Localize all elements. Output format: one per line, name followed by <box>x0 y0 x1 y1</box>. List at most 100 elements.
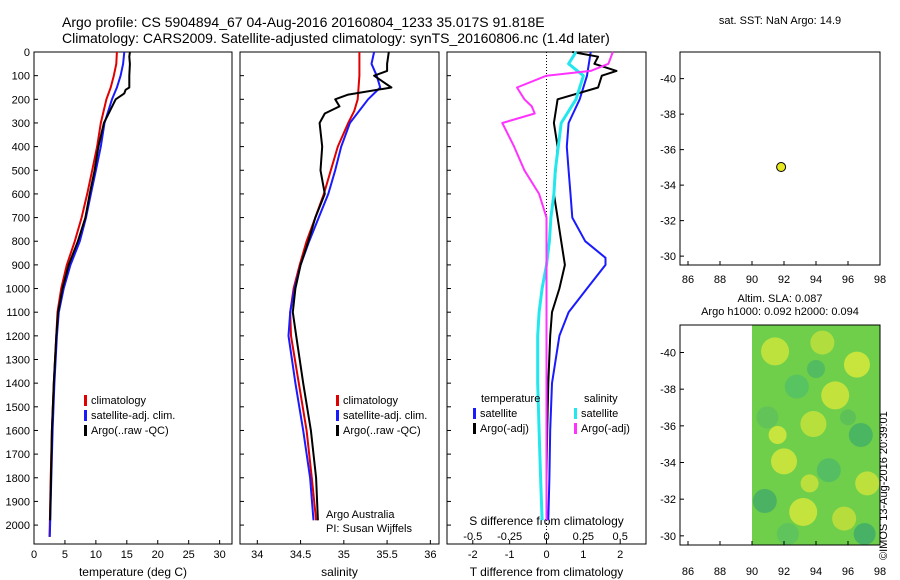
depth-tick-label: 800 <box>12 236 30 248</box>
climatology-title: Climatology: CARS2009. Satellite-adjuste… <box>62 30 610 46</box>
temperature-difference-x-tick-label: -1 <box>505 549 515 561</box>
depth-tick-label: 1400 <box>6 378 30 390</box>
sst-map-title: sat. SST: NaN Argo: 14.9 <box>719 15 841 27</box>
sst-map-x-tick-label: 86 <box>682 274 694 286</box>
sst-map-y-tick-label: -30 <box>660 251 676 263</box>
sst-map-x-tick-label: 94 <box>810 274 822 286</box>
argo-float-marker <box>776 162 787 173</box>
sla-map-frame <box>679 324 881 546</box>
sla-heatmap-cell <box>807 360 825 378</box>
sla-heatmap-cell <box>810 330 835 355</box>
salinity-difference-tick-label: 0.5 <box>613 531 628 543</box>
sst-map-y-tick-label: -40 <box>660 74 676 86</box>
depth-tick-label: 1500 <box>6 402 30 414</box>
sla-map-x-tick-label: 94 <box>810 566 822 578</box>
argo-australia-label: Argo Australia <box>326 509 395 521</box>
depth-tick-label: 1800 <box>6 473 30 485</box>
salinity-series-line <box>289 52 361 521</box>
sla-map-x-tick-label: 96 <box>842 566 854 578</box>
sla-map-x-tick-label: 88 <box>714 566 726 578</box>
temperature-difference-x-tick-label: 2 <box>617 549 623 561</box>
sla-heatmap-cell <box>761 337 790 366</box>
difference-legend-salinity-argo-swatch <box>574 423 577 434</box>
sla-heatmap-cell <box>768 426 787 444</box>
salinity-legend-label: climatology <box>343 395 399 407</box>
temperature-series-line <box>49 51 131 521</box>
difference-series-line <box>501 51 614 521</box>
sla-heatmap-cell <box>840 409 856 426</box>
sla-map-x-tick-label: 86 <box>682 566 694 578</box>
salinity-axis-label: salinity <box>321 565 358 579</box>
depth-tick-label: 1600 <box>6 425 30 437</box>
temperature-legend-label: climatology <box>91 395 147 407</box>
temperature-legend-swatch <box>84 395 87 406</box>
difference-legend-salinity-argo-label: Argo(-adj) <box>581 423 630 435</box>
sst-map-y-tick-label: -38 <box>660 109 676 121</box>
salinity-difference-tick-label: -0.5 <box>463 531 482 543</box>
salinity-series-line <box>291 51 393 521</box>
sla-heatmap-cell <box>855 471 880 496</box>
temperature-legend-swatch <box>84 425 87 436</box>
sla-map-y-tick-label: -38 <box>660 384 676 396</box>
temperature-axis-label: temperature (deg C) <box>79 565 187 579</box>
difference-legend-temperature-satellite-label: satellite <box>480 408 517 420</box>
salinity-legend-label: Argo(..raw -QC) <box>343 425 421 437</box>
sla-heatmap-cell <box>832 506 857 531</box>
depth-tick-label: 1100 <box>6 307 30 319</box>
salinity-difference-tick-label: 0.25 <box>573 531 594 543</box>
salinity-legend-label: satellite-adj. clim. <box>343 410 427 422</box>
sla-heatmap-cell <box>776 523 799 545</box>
depth-tick-label: 600 <box>12 189 30 201</box>
temperature-difference-x-tick-label: 0 <box>543 549 549 561</box>
sla-map-title-line1: Altim. SLA: 0.087 <box>738 293 823 305</box>
salinity-x-tick-label: 34 <box>251 549 263 561</box>
sla-heatmap-cell <box>853 523 876 545</box>
temperature-legend-label: satellite-adj. clim. <box>91 410 175 422</box>
sst-map-x-tick-label: 90 <box>746 274 758 286</box>
sla-heatmap-cell <box>848 423 873 447</box>
sst-map-frame <box>679 51 881 266</box>
sla-map-y-tick-label: -36 <box>660 421 676 433</box>
difference-series-line <box>547 51 607 521</box>
sla-heatmap-cell <box>752 489 777 513</box>
temperature-difference-x-tick-label: 1 <box>580 549 586 561</box>
depth-tick-label: 1200 <box>6 331 30 343</box>
depth-tick-label: 700 <box>12 213 30 225</box>
salinity-legend-swatch <box>336 410 339 421</box>
sla-map-x-tick-label: 98 <box>874 566 886 578</box>
salinity-legend-swatch <box>336 395 339 406</box>
depth-tick-label: 100 <box>12 71 30 83</box>
depth-tick-label: 900 <box>12 260 30 272</box>
sla-map-y-tick-label: -32 <box>660 494 676 506</box>
depth-tick-label: 0 <box>24 47 30 59</box>
sla-heatmap-cell <box>789 498 818 526</box>
temperature-legend-swatch <box>84 410 87 421</box>
difference-series-line <box>545 51 618 521</box>
temperature-x-tick-label: 20 <box>152 549 164 561</box>
salinity-difference-tick-label: -0.25 <box>497 531 522 543</box>
difference-legend-temperature-satellite-swatch <box>473 408 476 419</box>
difference-legend-salinity-satellite-swatch <box>574 408 577 419</box>
depth-tick-label: 400 <box>12 142 30 154</box>
depth-tick-label: 1700 <box>6 449 30 461</box>
temperature-difference-axis-label: T difference from climatology <box>470 565 624 579</box>
salinity-panel-frame <box>239 51 440 545</box>
depth-tick-label: 2000 <box>6 520 30 532</box>
sla-heatmap-cell <box>821 381 850 410</box>
profile-title: Argo profile: CS 5904894_67 04-Aug-2016 … <box>62 14 545 30</box>
sla-heatmap-cell <box>816 458 841 483</box>
salinity-difference-tick-label: 0 <box>543 531 549 543</box>
sla-map-y-tick-label: -40 <box>660 348 676 360</box>
imos-timestamp: ©IMOS 13-Aug-2016 20:39:01 <box>878 411 890 560</box>
sla-map-y-tick-label: -34 <box>660 458 676 470</box>
sst-map-y-tick-label: -36 <box>660 145 676 157</box>
sst-map-y-tick-label: -34 <box>660 180 676 192</box>
depth-tick-label: 200 <box>12 94 30 106</box>
legend-title-salinity: salinity <box>584 393 618 405</box>
sla-heatmap-cell <box>771 448 797 475</box>
depth-tick-label: 300 <box>12 118 30 130</box>
salinity-x-tick-label: 35.5 <box>376 549 397 561</box>
sla-map-x-tick-label: 90 <box>746 566 758 578</box>
depth-tick-label: 1000 <box>6 284 30 296</box>
